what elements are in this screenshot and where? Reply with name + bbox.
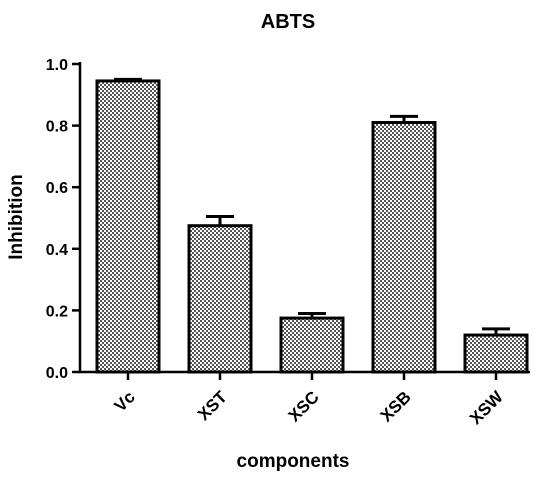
y-tick-label: 0.4 [46, 242, 68, 259]
bar-xst [187, 224, 253, 374]
y-axis-label: Inhibition [6, 174, 27, 259]
bar-xsw [463, 333, 529, 374]
bar-xsc [279, 316, 345, 374]
y-tick-label: 0.2 [46, 303, 68, 320]
bar-xsb [371, 121, 437, 374]
x-tick-label-xsc: XSC [285, 387, 323, 425]
x-tick-label-xst: XST [194, 387, 231, 424]
chart-title: ABTS [261, 11, 315, 33]
y-tick-label: 0.0 [46, 365, 68, 382]
y-tick-label: 0.6 [46, 180, 68, 197]
y-tick-label: 0.8 [46, 119, 68, 136]
x-tick-label-xsb: XSB [377, 387, 415, 425]
bars-layer [95, 77, 529, 374]
x-tick-label-xsw: XSW [466, 387, 507, 428]
x-tick-label-vc: Vc [111, 387, 139, 415]
x-axis-label: components [237, 451, 350, 472]
y-tick-label: 1.0 [46, 57, 68, 74]
bar-vc [95, 79, 161, 374]
